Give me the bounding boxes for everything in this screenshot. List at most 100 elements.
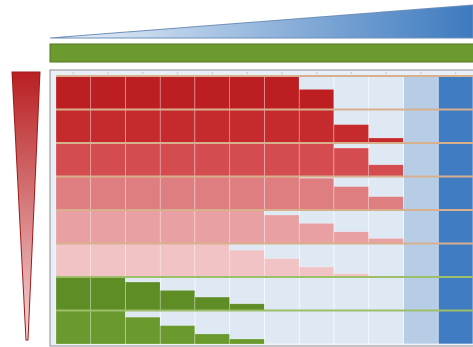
grid-cell-fill	[333, 124, 370, 144]
grid-cell-base	[368, 310, 404, 345]
grid-cell-base	[368, 276, 404, 311]
grid-cell-fill	[333, 186, 370, 211]
grid-cell-fill	[264, 258, 300, 278]
column-tick	[385, 72, 387, 74]
grid-cell-base	[437, 142, 473, 177]
grid-cell-fill	[194, 75, 231, 110]
grid-cell-fill	[90, 243, 126, 278]
grid-cell-fill	[368, 196, 404, 211]
grid-cell-base	[403, 75, 439, 110]
grid-cell-fill	[298, 223, 335, 244]
grid-cell-fill	[55, 142, 92, 177]
column-tick	[315, 72, 318, 74]
grid-cell-base	[298, 310, 335, 345]
grid-cell-fill	[194, 209, 231, 244]
grid-cell-base	[264, 276, 300, 311]
grid-cell-fill	[194, 176, 231, 211]
grid-cell-fill	[194, 142, 231, 177]
grid-cell-fill	[194, 296, 231, 311]
column-tick	[281, 72, 283, 74]
grid-cell-fill	[194, 243, 231, 278]
grid-cell-fill	[298, 89, 335, 110]
grid-cell-fill	[125, 109, 161, 144]
grid-cell-fill	[264, 109, 300, 144]
grid-cell-base	[403, 310, 439, 345]
grid-cell-base	[333, 243, 370, 278]
grid-cell-fill	[125, 142, 161, 177]
grid-area	[55, 72, 473, 345]
grid-cell-fill	[90, 176, 126, 211]
grid-cell-fill	[159, 243, 196, 278]
column-tick	[246, 72, 248, 74]
grid-cell-base	[298, 276, 335, 311]
grid-cell-fill	[55, 209, 92, 244]
grid-cell-fill	[125, 243, 161, 278]
grid-cell-fill	[298, 177, 335, 211]
grid-cell-fill	[159, 290, 196, 311]
grid-cell-fill	[159, 109, 196, 144]
grid-cell-fill	[298, 109, 335, 144]
grid-cell-base	[437, 310, 473, 345]
grid-cell-fill	[264, 142, 300, 177]
grid-cell-base	[403, 176, 439, 211]
grid-cell-fill	[194, 333, 231, 345]
grid-cell-base	[333, 310, 370, 345]
grid-cell-base	[437, 209, 473, 244]
grid-cell-fill	[194, 109, 231, 144]
column-tick	[142, 72, 144, 74]
grid-cell-base	[403, 243, 439, 278]
grid-cell-fill	[125, 209, 161, 244]
column-tick	[211, 72, 214, 74]
top-green-bar	[49, 43, 473, 63]
grid-cell-fill	[159, 142, 196, 177]
grid-cell-fill	[298, 142, 335, 177]
grid-cell-fill	[229, 75, 265, 110]
grid-cell-fill	[55, 176, 92, 211]
grid-cell-fill	[264, 176, 300, 211]
grid-cell-fill	[298, 266, 335, 278]
grid-cell-base	[333, 276, 370, 311]
grid-cell-fill	[229, 303, 265, 311]
top-blue-wedge	[49, 4, 473, 39]
grid-cell-fill	[159, 325, 196, 345]
column-tick	[350, 72, 353, 74]
grid-cell-fill	[55, 243, 92, 278]
grid-cell-fill	[90, 310, 126, 345]
column-tick	[72, 72, 75, 74]
left-red-wedge	[11, 71, 41, 341]
grid-cell-fill	[55, 276, 92, 311]
grid-cell-fill	[90, 109, 126, 144]
grid-cell-fill	[159, 176, 196, 211]
grid-cell-base	[403, 109, 439, 144]
grid-cell-fill	[264, 214, 300, 244]
column-tick	[176, 72, 179, 74]
grid-cell-fill	[90, 142, 126, 177]
grid-cell-fill	[229, 142, 265, 177]
grid-cell-fill	[229, 338, 265, 345]
grid-cell-fill	[159, 75, 196, 110]
grid-cell-fill	[90, 209, 126, 244]
grid-cell-base	[437, 176, 473, 211]
grid-cell-fill	[55, 75, 92, 110]
column-tick	[107, 72, 109, 74]
grid-cell-base	[264, 310, 300, 345]
grid-cell-base	[403, 209, 439, 244]
grid-cell-base	[368, 109, 404, 144]
grid-cell-fill	[229, 176, 265, 211]
grid-cell-base	[403, 142, 439, 177]
grid-cell-fill	[264, 75, 300, 110]
grid-cell-base	[437, 243, 473, 278]
grid-cell-base	[368, 243, 404, 278]
grid-cell-fill	[55, 109, 92, 144]
grid-cell-fill	[90, 75, 126, 110]
grid-cell-fill	[90, 276, 126, 311]
grid-cell-fill	[125, 75, 161, 110]
grid-cell-fill	[55, 310, 92, 345]
grid-cell-fill	[333, 147, 370, 177]
grid-cell-fill	[125, 176, 161, 211]
grid-cell-base	[333, 75, 370, 110]
grid-cell-base	[368, 75, 404, 110]
grid-cell-fill	[368, 164, 404, 177]
grid-cell-base	[437, 75, 473, 110]
